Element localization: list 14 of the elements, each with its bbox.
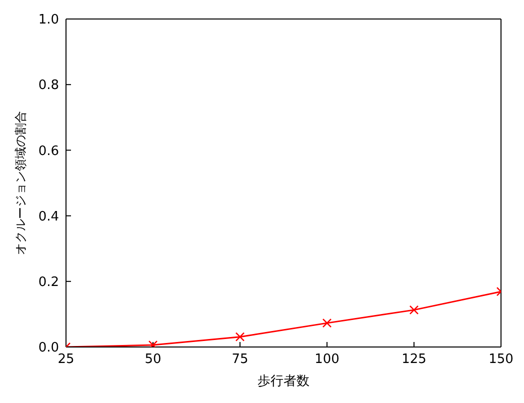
x-tick-label: 50 [144, 352, 162, 368]
x-tick-label: 75 [232, 352, 248, 368]
y-axis-title: オクルージョン領域の割合 [13, 111, 28, 255]
y-tick-label: 0.4 [38, 209, 59, 224]
x-tick-label: 150 [488, 352, 514, 368]
y-tick-label: 0.0 [38, 340, 59, 356]
y-tick-label: 0.2 [38, 275, 59, 290]
x-tick-label: 100 [314, 352, 340, 368]
y-tick-label: 1.0 [38, 12, 59, 28]
x-axis-title: 歩行者数 [258, 374, 310, 389]
y-tick-label: 0.8 [38, 78, 59, 94]
x-tick-label: 25 [58, 352, 74, 368]
y-tick-label: 0.6 [38, 144, 59, 159]
x-tick-label: 125 [402, 352, 426, 368]
